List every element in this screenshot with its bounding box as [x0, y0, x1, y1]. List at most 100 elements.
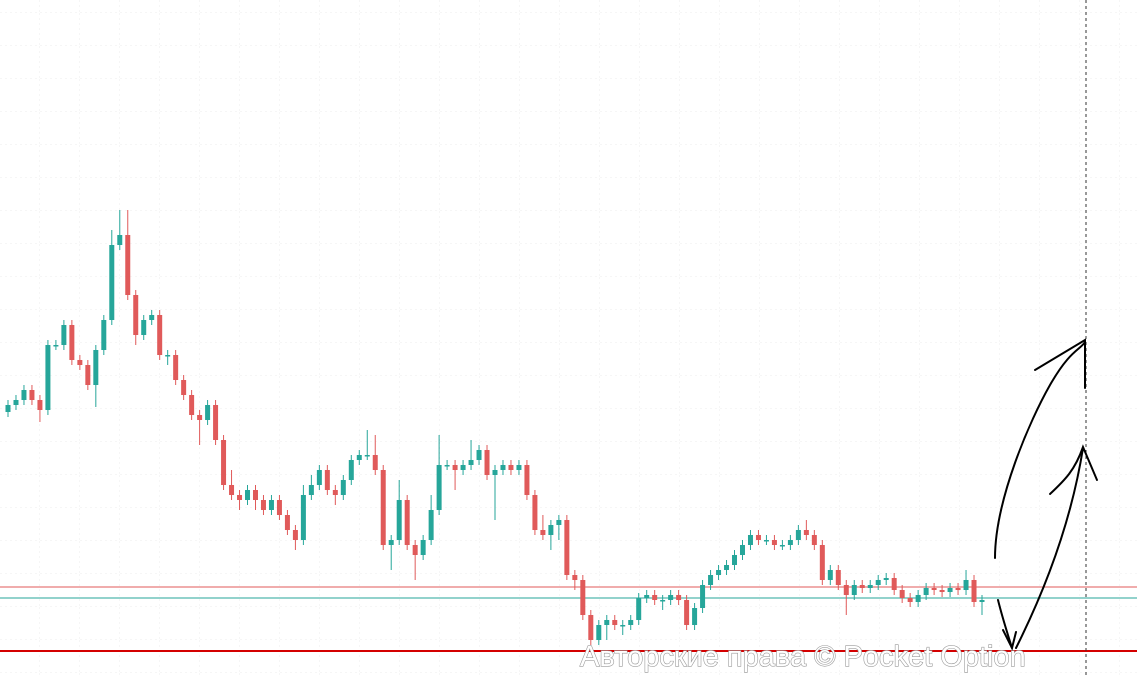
candle-body [260, 500, 266, 510]
candle-body [803, 530, 809, 535]
candle-body [572, 575, 578, 580]
candle-body [612, 620, 618, 625]
candle-body [652, 595, 658, 600]
candle-body [716, 570, 722, 575]
candle-body [444, 465, 450, 467]
candle-body [644, 595, 650, 598]
candle-body [141, 320, 147, 335]
candle-body [5, 405, 11, 412]
candle-body [21, 390, 27, 400]
candle-body [843, 585, 849, 595]
candle-body [835, 570, 841, 585]
candle-body [420, 540, 426, 555]
candle-body [891, 578, 897, 590]
candle-body [947, 588, 953, 592]
candle-body [899, 590, 905, 598]
candle-body [971, 580, 977, 602]
candle-body [819, 545, 825, 580]
candle-body [292, 530, 298, 540]
candle-body [404, 500, 410, 545]
candle-body [811, 535, 817, 545]
candle-body [596, 625, 602, 640]
candle-body [484, 450, 490, 475]
candle-body [205, 405, 211, 420]
candle-body [157, 315, 163, 355]
candle-body [979, 600, 985, 602]
candle-body [69, 325, 75, 360]
candle-body [787, 540, 793, 545]
candle-body [117, 235, 123, 245]
candle-body [739, 545, 745, 555]
candle-body [907, 598, 913, 602]
candle-body [684, 600, 690, 625]
candle-body [500, 465, 506, 470]
candle-body [412, 545, 418, 555]
candle-body [324, 470, 330, 490]
candle-body [221, 440, 227, 485]
candle-body [125, 235, 131, 295]
levels [0, 586, 1137, 652]
candle-body [676, 595, 682, 600]
candle-body [827, 570, 833, 580]
candle-body [229, 485, 235, 495]
candle-body [779, 545, 785, 547]
candle-body [580, 580, 586, 615]
candle-body [476, 450, 482, 460]
candle-body [747, 535, 753, 545]
candle-body [181, 380, 187, 395]
candle-body [436, 465, 442, 510]
candle-body [492, 470, 498, 475]
candle-body [45, 345, 51, 410]
candle-body [149, 315, 155, 320]
candle-body [380, 470, 386, 545]
candle-body [963, 580, 969, 590]
candle-body [37, 400, 43, 410]
candle-body [915, 595, 921, 602]
candle-body [101, 320, 107, 350]
candle-body [851, 585, 857, 595]
candle-body [61, 325, 67, 345]
candle-body [53, 345, 59, 347]
candle-body [308, 485, 314, 495]
candle-body [620, 625, 626, 627]
candle-body [388, 540, 394, 545]
candle-body [348, 460, 354, 480]
candle-body [300, 495, 306, 540]
candle-body [700, 585, 706, 608]
candle-body [197, 415, 203, 420]
candle-body [396, 500, 402, 540]
candle-body [708, 575, 714, 585]
candle-body [133, 295, 139, 335]
candle-body [628, 620, 634, 625]
candle-body [468, 460, 474, 465]
candle-body [516, 465, 522, 470]
candles [5, 210, 985, 645]
candle-body [189, 395, 195, 415]
candle-body [755, 535, 761, 540]
candle-body [556, 520, 562, 525]
candle-body [867, 585, 873, 588]
candle-body [252, 490, 258, 500]
candle-body [692, 608, 698, 625]
candle-body [364, 455, 370, 457]
candle-body [771, 540, 777, 545]
candle-body [564, 520, 570, 575]
candle-body [460, 465, 466, 470]
candle-body [883, 578, 889, 580]
candle-body [173, 355, 179, 380]
candle-body [540, 530, 546, 535]
candle-body [93, 350, 99, 385]
candle-body [284, 515, 290, 530]
candle-body [795, 530, 801, 540]
candle-body [508, 465, 514, 470]
hand-drawing [994, 338, 1098, 651]
drawn-arrow-head [1049, 444, 1098, 495]
candle-body [636, 598, 642, 620]
candle-body [588, 615, 594, 640]
candle-body [428, 510, 434, 540]
candle-body [548, 525, 554, 535]
candle-body [931, 588, 937, 590]
candle-body [859, 585, 865, 588]
